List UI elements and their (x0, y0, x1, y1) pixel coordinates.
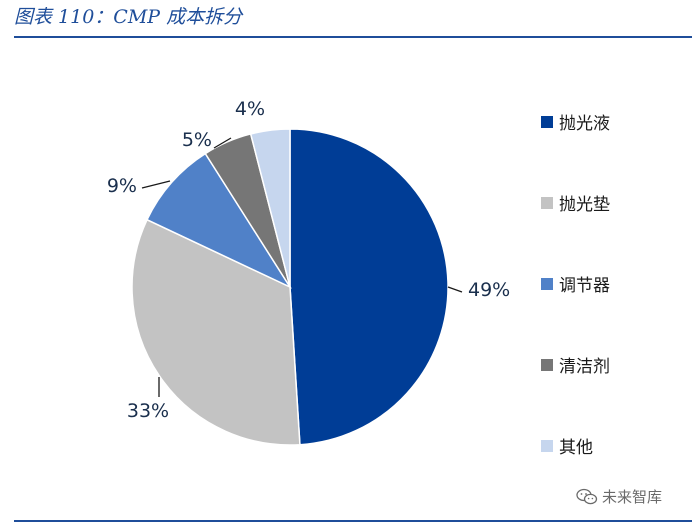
data-label-4: 5% (182, 129, 212, 151)
legend-swatch-3 (541, 278, 553, 290)
leader-line-1 (447, 286, 463, 293)
data-label-3: 9% (107, 175, 137, 197)
watermark-text: 未来智库 (602, 488, 663, 506)
legend-label-5: 其他 (559, 438, 593, 458)
pie-slice-5 (249, 128, 291, 288)
legend-label-3: 调节器 (559, 276, 610, 296)
data-label-1: 49% (468, 279, 510, 301)
data-label-5: 4% (235, 98, 265, 120)
pie-slice-3 (146, 152, 293, 289)
title-divider (14, 36, 692, 38)
pie-slice-2 (131, 218, 301, 446)
watermark: 未来智库 (576, 486, 662, 507)
leader-line-3 (141, 180, 171, 189)
legend-swatch-4 (541, 359, 553, 371)
chart-title: 图表 110：CMP 成本拆分 (14, 6, 243, 28)
leader-lines (141, 137, 463, 397)
leader-line-4 (213, 137, 232, 149)
legend-swatch-2 (541, 197, 553, 209)
footer-divider (14, 520, 692, 522)
legend-swatch-5 (541, 440, 553, 452)
pie-slices (131, 128, 449, 446)
data-labels: 49% 33% 9% 5% 4% (107, 98, 510, 422)
legend-label-1: 抛光液 (559, 114, 610, 134)
pie-slice-1 (289, 128, 449, 446)
legend-swatch-1 (541, 116, 553, 128)
wechat-icon (576, 488, 598, 504)
legend-label-4: 清洁剂 (559, 357, 610, 377)
legend-label-2: 抛光垫 (559, 195, 610, 215)
data-label-2: 33% (127, 400, 169, 422)
